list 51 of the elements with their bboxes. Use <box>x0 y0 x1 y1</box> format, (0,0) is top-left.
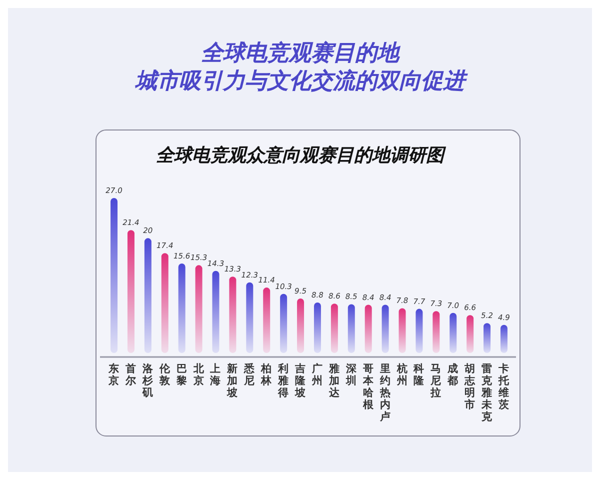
bar <box>144 238 152 353</box>
bar <box>161 253 168 353</box>
x-tick-label: 巴黎 <box>175 363 188 387</box>
x-tick-label: 雷克雅未克 <box>480 363 494 423</box>
x-tick-label: 悉尼 <box>243 362 256 387</box>
bar <box>348 304 355 353</box>
bar <box>466 315 474 353</box>
chart-subtitle: 城市吸引力与文化交流的双向促进 <box>134 68 468 94</box>
x-tick-label: 杭州 <box>396 362 408 387</box>
bar <box>110 198 118 353</box>
bar <box>432 311 440 353</box>
x-tick-label: 马尼拉 <box>430 363 442 399</box>
bar <box>229 276 236 353</box>
bar <box>178 263 186 353</box>
x-tick-label: 卡托维茨 <box>497 362 510 411</box>
x-tick-label: 广州 <box>310 362 323 387</box>
chart-title: 全球电竞观赛目的地 <box>201 40 401 66</box>
bar <box>416 308 423 353</box>
text: 全球电竞观众意向观赛目的地调研图 <box>156 145 447 166</box>
bar <box>263 288 270 353</box>
x-tick-label: 首尔 <box>124 362 138 387</box>
bar <box>484 323 491 353</box>
x-tick-label: 北京 <box>192 362 206 387</box>
x-tick-label: 洛杉矶 <box>141 362 154 399</box>
x-tick-label: 科隆 <box>412 362 425 387</box>
bar <box>314 302 321 353</box>
bar <box>212 270 220 353</box>
x-tick-label: 雅加达 <box>328 362 341 399</box>
x-tick-label: 上海 <box>209 362 222 387</box>
bar <box>364 304 372 353</box>
x-tick-label: 利雅得 <box>277 362 290 399</box>
bar <box>500 324 508 353</box>
x-tick-label: 胡志明市 <box>464 362 477 411</box>
bar <box>127 230 134 353</box>
bar <box>280 294 288 353</box>
x-tick-label: 伦敦 <box>158 362 172 387</box>
bar <box>398 308 406 353</box>
x-tick-label: 柏林 <box>260 362 274 387</box>
x-tick-label: 哥本哈根 <box>362 363 375 411</box>
x-tick-label: 里约热内卢 <box>378 363 391 423</box>
bar <box>450 312 457 353</box>
x-tick-label: 吉隆坡 <box>294 362 308 399</box>
x-tick-label: 深圳 <box>344 362 358 387</box>
x-tick-label: 新加坡 <box>226 362 240 399</box>
bar <box>330 304 338 353</box>
bar <box>297 298 304 353</box>
x-tick-label: 成都 <box>446 362 459 387</box>
bar <box>382 304 389 353</box>
x-tick-label: 东京 <box>108 362 120 387</box>
bar <box>195 265 202 353</box>
bar <box>246 282 254 353</box>
